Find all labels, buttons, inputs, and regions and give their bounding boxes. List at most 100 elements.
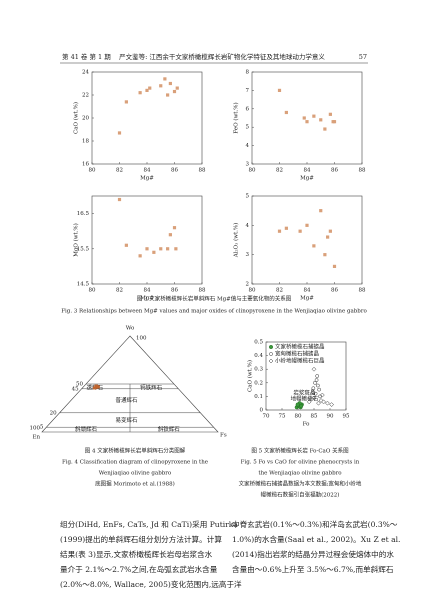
body-line: 中脊玄武岩(0.1%～0.3%)和洋岛玄武岩(0.3%～ <box>232 519 398 529</box>
body-line: (2.0%～8.0%, Wallace, 2005)变化范围内,远高于洋 <box>60 579 242 589</box>
caption: Fig. 5 Fo vs CaO for olivine phenocrysts… <box>241 460 360 466</box>
y-tick-label: 5 <box>246 194 250 200</box>
point <box>323 127 327 131</box>
point <box>172 89 177 94</box>
point <box>295 402 300 407</box>
x-tick-label: 80 <box>89 288 96 294</box>
x-tick-label: 75 <box>279 414 286 420</box>
y-tick-label: 3 <box>246 162 250 168</box>
x-tick-label: 88 <box>199 168 206 174</box>
point <box>117 131 122 135</box>
x-axis-label: Mg# <box>140 296 154 302</box>
point <box>302 116 306 120</box>
point <box>321 399 326 405</box>
point <box>305 120 309 124</box>
legend-label: 文家桥橄榄石捕掳晶 <box>275 343 325 351</box>
y-tick-label: 5 <box>246 125 250 131</box>
x-tick-label: 86 <box>171 288 178 294</box>
body-line: 结果(表 3)显示,文家桥橄榄辉长岩母岩浆含水 <box>60 549 213 559</box>
field-label: 斜顽辉石 <box>75 425 98 433</box>
plot-frame <box>251 195 363 285</box>
x-tick-label: 82 <box>116 288 123 294</box>
y-tick-label: 24 <box>82 70 89 76</box>
tick-label: 20 <box>50 410 57 416</box>
point <box>323 253 327 257</box>
point <box>329 402 334 407</box>
point <box>94 384 99 388</box>
point <box>317 387 321 392</box>
caption-note: 文家桥橄榄石捕掳晶数据为本文数据;宽甸和小岭地 <box>239 480 362 488</box>
point <box>166 93 170 97</box>
point <box>174 247 178 251</box>
point <box>124 100 128 104</box>
y-tick-label: 6 <box>246 106 250 112</box>
tick-label: 50 <box>76 382 83 388</box>
x-tick-label: 86 <box>331 288 338 294</box>
x-tick-label: 88 <box>199 288 206 294</box>
y-tick-label: 0.1 <box>254 394 263 400</box>
caption: 图 5 文家桥橄榄辉长岩 Fo-CaO 关系图 <box>251 447 349 455</box>
legend-marker <box>269 352 273 356</box>
field-label: 普通辉石 <box>115 396 138 404</box>
point <box>168 81 172 86</box>
legend-marker <box>269 345 274 350</box>
vertex-label: En <box>32 435 40 441</box>
plot-frame <box>91 71 203 165</box>
field-label: 斜铁辉石 <box>158 425 181 433</box>
point <box>316 400 321 406</box>
x-axis-label: Mg# <box>300 296 314 302</box>
annotation: 岩浆斑晶 <box>293 389 316 397</box>
point <box>318 398 324 403</box>
point <box>311 389 316 395</box>
y-axis-label: CaO (wt.%) <box>247 360 254 392</box>
y-axis-label: Al₂O₃ (wt.%) <box>233 223 240 259</box>
x-tick-label: 82 <box>116 168 123 174</box>
y-tick-label: 7 <box>246 88 250 94</box>
y-tick-label: 16 <box>82 162 89 168</box>
volume: 第 41 卷 第 1 期 <box>62 52 111 61</box>
y-axis-label: FeO (wt.%) <box>233 102 240 133</box>
plot-frame <box>251 71 363 165</box>
point <box>319 392 325 398</box>
point <box>145 247 149 251</box>
x-tick-label: 84 <box>144 168 151 174</box>
point <box>326 235 330 239</box>
point <box>145 88 149 92</box>
x-tick-label: 80 <box>249 168 256 174</box>
body-line: 含量由～0.6%上升至 3.5%～6.7%,而单斜辉石 <box>232 564 394 574</box>
point <box>277 229 282 233</box>
x-tick-label: 80 <box>89 168 96 174</box>
point <box>148 86 152 90</box>
field-label: 钙铁辉石 <box>140 383 163 391</box>
point <box>314 378 319 382</box>
x-tick-label: 80 <box>295 414 302 420</box>
caption: Fig. 4 Classification diagram of clinopy… <box>62 460 208 466</box>
point <box>277 88 282 92</box>
x-axis-label: Mg# <box>300 176 314 182</box>
point <box>312 395 317 400</box>
point <box>305 223 309 227</box>
body-line: (1999)提出的单斜辉石组分划分方法计算。计算 <box>60 534 222 544</box>
point <box>312 244 316 248</box>
point <box>325 400 330 406</box>
x-tick-label: 88 <box>359 288 366 294</box>
x-tick-label: 70 <box>263 414 270 420</box>
point <box>163 77 167 81</box>
y-tick-label: 14.5 <box>77 282 90 288</box>
x-axis-label: Fo <box>303 422 311 428</box>
point <box>328 229 332 233</box>
y-tick-label: 3 <box>246 252 250 258</box>
point <box>166 247 170 251</box>
point <box>318 394 322 399</box>
x-tick-label: 85 <box>311 414 318 420</box>
point <box>332 264 337 268</box>
caption-note: 底图据 Morimoto et al.(1988) <box>95 480 175 488</box>
point <box>124 243 128 247</box>
tick-label: 45 <box>72 386 79 392</box>
point <box>319 118 323 122</box>
caption: 图 3 文家桥橄榄辉长岩单斜辉石 Mg#值与主要氧化物的关系图 <box>137 295 292 303</box>
point <box>159 247 163 251</box>
point <box>117 197 122 202</box>
y-tick-label: 18 <box>82 139 89 145</box>
